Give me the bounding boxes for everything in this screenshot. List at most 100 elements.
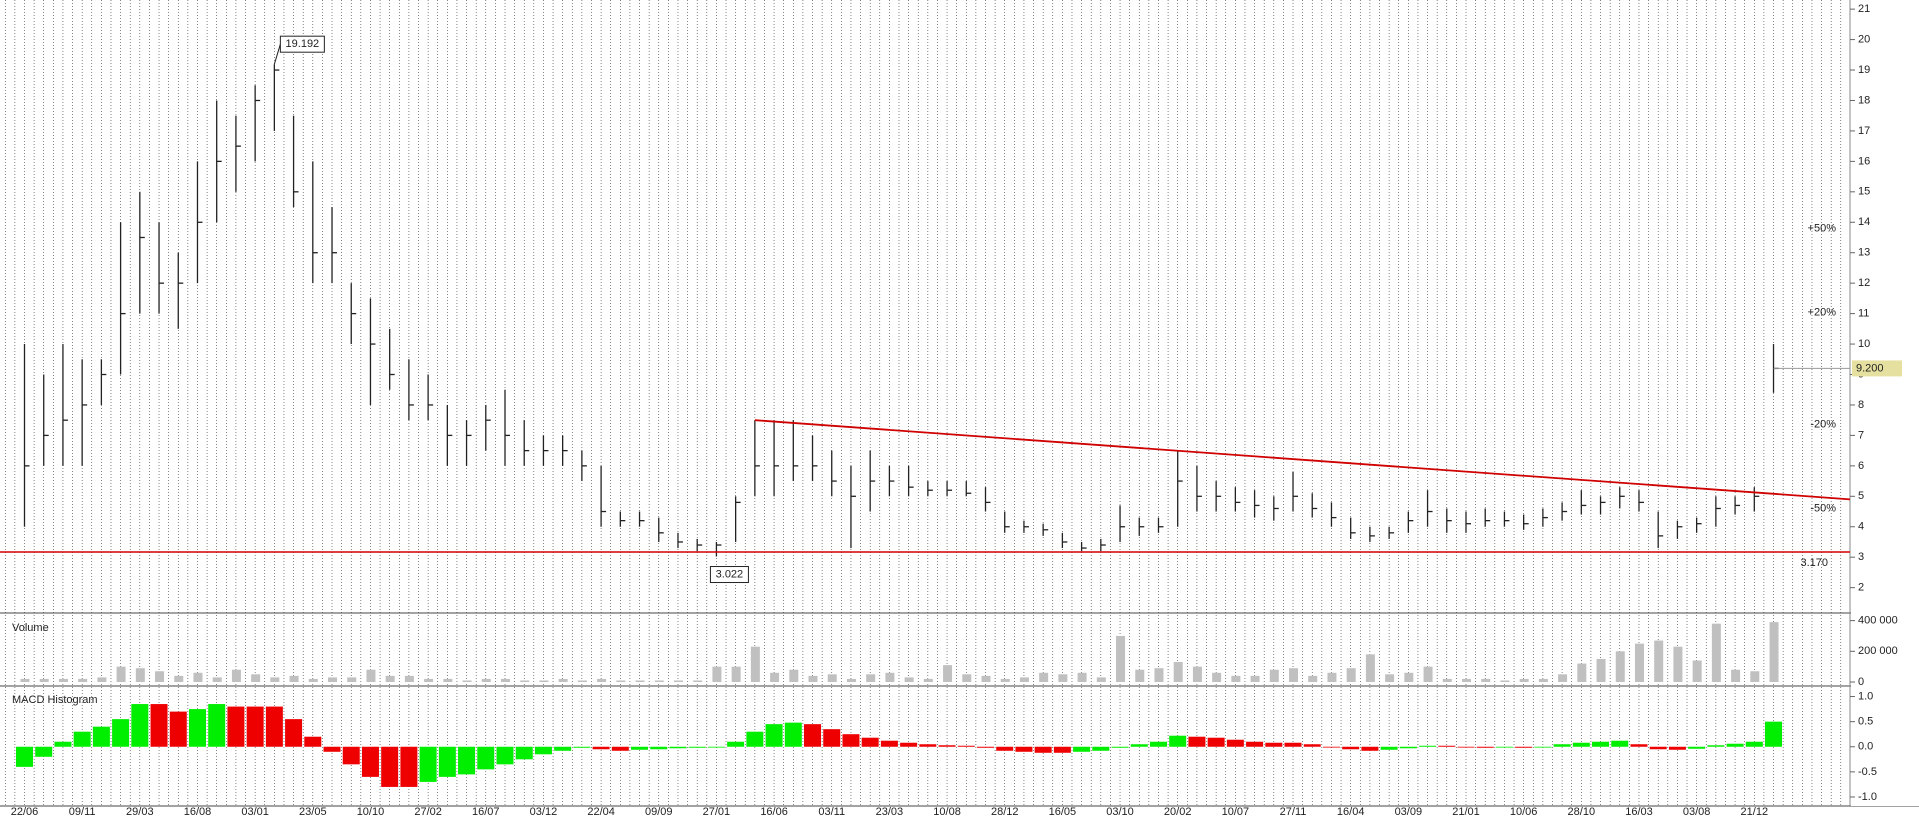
volume-bar bbox=[347, 677, 357, 682]
volume-bar bbox=[866, 674, 876, 682]
last-price-label: 9.200 bbox=[1856, 362, 1884, 374]
volume-bar bbox=[135, 668, 145, 682]
macd-bar bbox=[1303, 744, 1321, 747]
macd-bar bbox=[92, 726, 110, 747]
macd-bar bbox=[1630, 744, 1648, 747]
volume-bar bbox=[116, 666, 126, 682]
volume-bar bbox=[904, 677, 914, 682]
volume-bar bbox=[1654, 640, 1664, 682]
macd-bar bbox=[1361, 746, 1379, 751]
volume-bar bbox=[1019, 677, 1029, 682]
x-tick-label: 03/09 bbox=[1395, 806, 1423, 818]
volume-bar bbox=[770, 672, 780, 682]
y-tick-label: 0.5 bbox=[1858, 716, 1873, 728]
macd-bar bbox=[35, 746, 53, 757]
volume-bar bbox=[654, 680, 664, 682]
x-tick-label: 16/08 bbox=[184, 806, 212, 818]
macd-bar bbox=[746, 731, 764, 747]
volume-bar bbox=[231, 669, 241, 682]
macd-bar bbox=[1149, 741, 1167, 747]
macd-bar bbox=[727, 741, 745, 747]
last-price-box bbox=[1852, 360, 1902, 377]
volume-bar bbox=[1731, 669, 1741, 682]
y-tick-label: 17 bbox=[1858, 125, 1870, 137]
y-tick-label: 21 bbox=[1858, 3, 1870, 15]
x-tick-label: 10/08 bbox=[933, 806, 961, 818]
x-tick-label: 16/05 bbox=[1049, 806, 1077, 818]
volume-bar bbox=[1173, 662, 1183, 682]
macd-bar bbox=[957, 745, 975, 747]
volume-bar bbox=[1289, 668, 1299, 682]
volume-bar bbox=[1711, 623, 1721, 682]
volume-bar bbox=[270, 677, 280, 682]
volume-bar bbox=[1577, 663, 1587, 682]
macd-bar bbox=[1726, 743, 1744, 747]
volume-bar bbox=[212, 677, 222, 682]
macd-bar bbox=[1611, 740, 1629, 747]
macd-bar bbox=[1419, 745, 1437, 747]
y-tick-label: 12 bbox=[1858, 277, 1870, 289]
y-tick-label: -1.0 bbox=[1858, 791, 1877, 803]
macd-bar bbox=[938, 745, 956, 747]
x-tick-label: 03/08 bbox=[1683, 806, 1711, 818]
volume-bar bbox=[155, 671, 165, 682]
volume-bar bbox=[443, 678, 453, 682]
macd-bar bbox=[804, 724, 822, 747]
macd-bar bbox=[438, 746, 456, 777]
x-tick-label: 23/03 bbox=[876, 806, 904, 818]
volume-bar bbox=[1000, 678, 1010, 682]
volume-bar bbox=[520, 680, 530, 682]
macd-bar bbox=[150, 704, 168, 747]
macd-bar bbox=[342, 746, 360, 765]
macd-bar bbox=[419, 746, 437, 782]
x-tick-label: 03/11 bbox=[818, 806, 845, 818]
macd-bar bbox=[400, 746, 418, 787]
macd-bar bbox=[54, 741, 72, 747]
y-tick-label: -0.5 bbox=[1858, 766, 1877, 778]
macd-bar bbox=[1073, 746, 1091, 752]
volume-bar bbox=[1212, 672, 1222, 682]
y-tick-label: 20 bbox=[1858, 33, 1870, 45]
macd-bar bbox=[304, 736, 322, 747]
y-tick-label: 15 bbox=[1858, 186, 1870, 198]
macd-bar bbox=[1130, 744, 1148, 747]
volume-bar bbox=[1250, 675, 1260, 682]
volume-bar bbox=[1346, 668, 1356, 682]
volume-bar bbox=[635, 680, 645, 682]
x-tick-label: 28/10 bbox=[1568, 806, 1596, 818]
y-tick-label: 1.0 bbox=[1858, 690, 1873, 702]
volume-bar bbox=[1308, 675, 1318, 682]
macd-bar bbox=[1592, 741, 1610, 747]
x-tick-label: 10/06 bbox=[1510, 806, 1538, 818]
macd-bar bbox=[1092, 746, 1110, 751]
x-tick-label: 03/12 bbox=[530, 806, 558, 818]
macd-bar bbox=[1380, 746, 1398, 750]
x-tick-label: 29/03 bbox=[126, 806, 154, 818]
axis-cover bbox=[1851, 0, 1919, 806]
macd-bar bbox=[1226, 739, 1244, 747]
macd-bar bbox=[1476, 746, 1494, 748]
macd-bar bbox=[900, 742, 918, 747]
volume-bar bbox=[1135, 669, 1145, 682]
volume-bar bbox=[558, 678, 568, 682]
y-tick-label: 400 000 bbox=[1858, 615, 1898, 627]
macd-bar bbox=[650, 746, 668, 750]
y-tick-label: 0.0 bbox=[1858, 741, 1873, 753]
volume-bar bbox=[1077, 672, 1087, 682]
macd-bar bbox=[631, 746, 649, 750]
volume-bar bbox=[328, 677, 338, 682]
macd-bar bbox=[1457, 746, 1475, 748]
macd-bar bbox=[1034, 746, 1052, 753]
volume-bar bbox=[577, 680, 587, 682]
volume-bar bbox=[693, 680, 703, 682]
panel-title: Volume bbox=[12, 622, 49, 634]
volume-bar bbox=[1634, 643, 1644, 682]
volume-bar bbox=[1116, 635, 1126, 682]
volume-bar bbox=[1096, 677, 1106, 682]
macd-bar bbox=[573, 746, 591, 748]
support-label: 3.170 bbox=[1800, 557, 1828, 569]
volume-bar bbox=[885, 672, 895, 682]
